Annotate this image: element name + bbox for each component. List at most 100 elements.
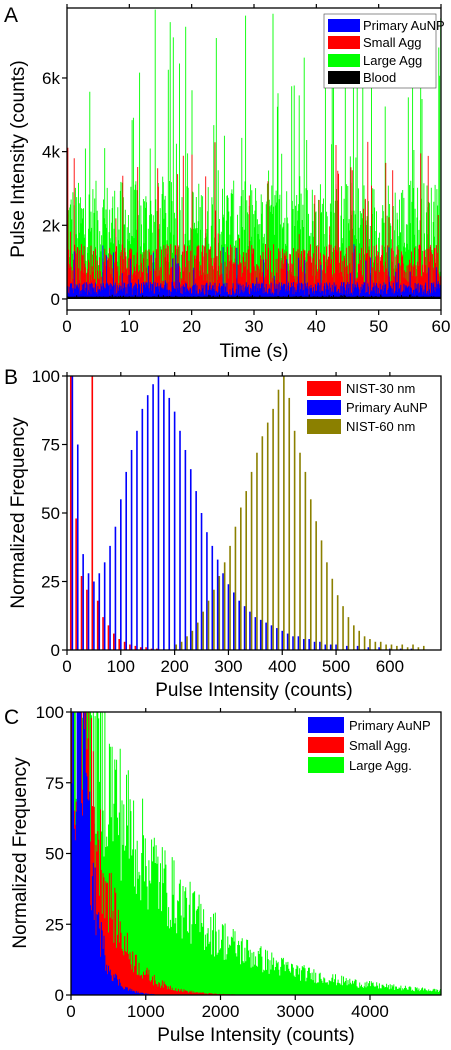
y-tick-label: 25 xyxy=(45,915,64,934)
histogram-bar xyxy=(196,622,199,650)
histogram-bar xyxy=(374,641,377,650)
y-tick-label: 50 xyxy=(45,845,64,864)
legend-b-label-0: NIST-30 nm xyxy=(346,381,415,396)
legend-c-swatch-2 xyxy=(308,757,344,773)
histogram-bar xyxy=(336,595,339,650)
histogram-bar xyxy=(102,617,104,650)
histogram-bar xyxy=(358,630,361,650)
histogram-bar xyxy=(227,584,230,650)
panel-c-xlabel: Pulse Intensity (counts) xyxy=(157,1025,354,1046)
histogram-bar xyxy=(265,622,267,650)
histogram-bar xyxy=(206,532,208,650)
histogram-bar xyxy=(157,376,160,650)
histogram-bar xyxy=(91,376,94,650)
histogram-bar xyxy=(202,611,204,650)
panel-b: B 0 100 200 300 400 500 600 0 25 50 75 100 Pulse I… xyxy=(4,366,442,701)
histogram-bar xyxy=(243,606,246,650)
histogram-bar xyxy=(213,589,215,650)
panel-c: C 0 1000 2000 3000 4000 0 25 50 75 100 Pulse Int… xyxy=(4,703,442,1046)
panel-b-legend: NIST-30 nm Primary AuNP NIST-60 nm xyxy=(303,378,439,440)
histogram-bar xyxy=(319,641,321,650)
histogram-bar xyxy=(390,644,393,650)
x-tick-label: 300 xyxy=(214,657,242,676)
histogram-bar xyxy=(292,636,294,650)
histogram-bar xyxy=(179,430,181,650)
panel-c-letter: C xyxy=(4,706,19,729)
x-tick-label: 2000 xyxy=(202,1002,240,1021)
histogram-bar xyxy=(87,573,90,650)
x-tick-label: 3000 xyxy=(276,1002,314,1021)
y-tick-label: 25 xyxy=(41,573,60,592)
histogram-bar xyxy=(245,491,247,650)
histogram-bar xyxy=(80,576,83,650)
histogram-bar xyxy=(369,639,371,650)
y-tick-label: 100 xyxy=(32,367,60,386)
histogram-bar xyxy=(396,645,398,650)
histogram-bar xyxy=(304,471,307,650)
histogram-bar xyxy=(113,633,115,650)
legend-c-label-0: Primary AuNP xyxy=(349,718,431,733)
histogram-bar xyxy=(146,395,149,650)
histogram-bar xyxy=(130,449,133,650)
x-tick-label: 4000 xyxy=(351,1002,389,1021)
panel-a: A 0 10 20 30 40 50 60 0 2k 4k 6k Time (s) Pulse I… xyxy=(4,4,450,362)
histogram-bar xyxy=(123,641,126,650)
histogram-bar xyxy=(98,573,101,650)
histogram-bars xyxy=(71,712,155,995)
panel-b-ylabel: Normalized Frequency xyxy=(8,417,29,609)
histogram-bar xyxy=(96,600,99,650)
x-tick-label: 50 xyxy=(369,317,388,336)
histogram-bar xyxy=(331,578,334,650)
panel-a-xlabel: Time (s) xyxy=(220,341,289,362)
legend-a-swatch-2 xyxy=(328,54,360,67)
histogram-bar xyxy=(82,554,84,650)
histogram-bar xyxy=(324,644,327,650)
x-tick-label: 0 xyxy=(62,657,71,676)
histogram-bar xyxy=(125,471,127,650)
legend-a-swatch-3 xyxy=(328,71,360,84)
x-tick-label: 60 xyxy=(432,317,451,336)
histogram-bar xyxy=(309,499,312,650)
histogram-bar xyxy=(103,562,106,650)
histogram-bar xyxy=(308,639,310,650)
x-tick-label: 0 xyxy=(62,317,71,336)
x-tick-label: 200 xyxy=(160,657,188,676)
histogram-bar xyxy=(353,625,355,650)
x-tick-label: 1000 xyxy=(127,1002,165,1021)
histogram-bar xyxy=(152,384,154,650)
histogram-bar xyxy=(379,641,382,650)
histogram-bar xyxy=(109,545,111,650)
legend-c-label-2: Large Agg. xyxy=(349,758,412,773)
histogram-bar xyxy=(238,600,240,650)
y-tick-label: 0 xyxy=(51,641,60,660)
histogram-bar xyxy=(163,389,165,650)
panel-a-ylabel: Pulse Intensity (counts) xyxy=(8,60,29,257)
panel-c-ylabel: Normalized Frequency xyxy=(10,757,31,949)
legend-b-label-1: Primary AuNP xyxy=(346,400,428,415)
panel-c-yticks: 0 25 50 75 100 xyxy=(36,703,71,1005)
histogram-bar xyxy=(326,562,328,650)
histogram-bar xyxy=(191,630,194,650)
legend-a-label-3: Blood xyxy=(363,70,396,85)
histogram-bar xyxy=(410,648,413,650)
histogram-bar xyxy=(240,507,242,650)
histogram-bar xyxy=(313,641,316,650)
x-tick-label: 500 xyxy=(322,657,350,676)
histogram-bar xyxy=(114,526,117,650)
histogram-bar xyxy=(259,619,262,650)
histogram-bar xyxy=(346,645,348,650)
panel-a-letter: A xyxy=(4,4,18,27)
histogram-bar xyxy=(399,648,402,650)
histogram-bar xyxy=(281,630,284,650)
panel-b-yticks: 0 25 50 75 100 xyxy=(32,367,67,660)
legend-b-swatch-1 xyxy=(307,400,341,415)
histogram-bar xyxy=(283,376,285,650)
histogram-bar xyxy=(195,491,197,650)
legend-b-label-2: NIST-60 nm xyxy=(346,419,415,434)
panel-b-xticks: 0 100 200 300 400 500 600 xyxy=(62,372,404,676)
histogram-bar xyxy=(276,628,278,650)
histogram-bar xyxy=(315,521,317,650)
series-b-1 xyxy=(71,376,413,650)
histogram-bar xyxy=(254,617,257,650)
legend-c-swatch-0 xyxy=(308,717,344,733)
